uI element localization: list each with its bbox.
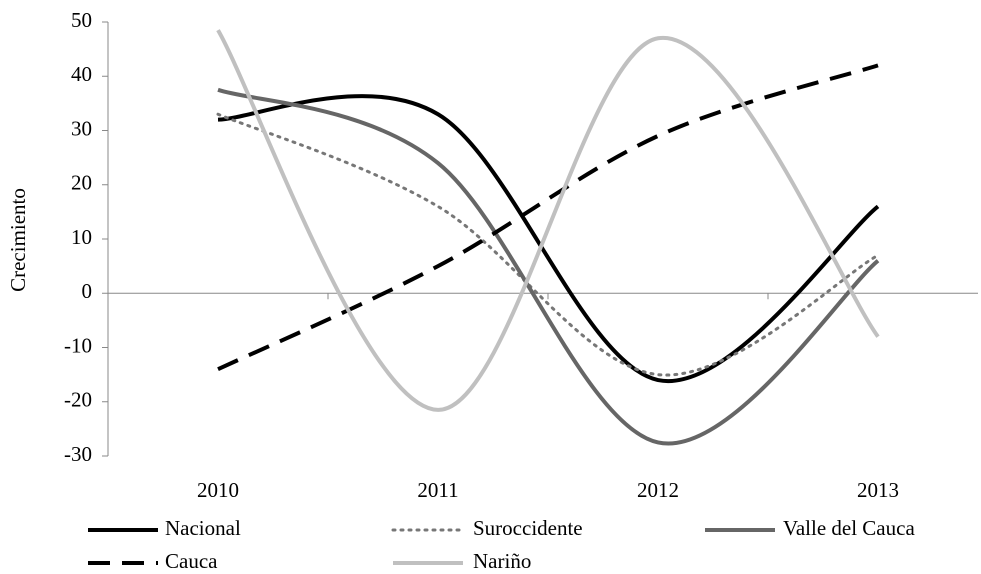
y-axis-label: Crecimiento — [6, 188, 30, 292]
y-tick-label: -20 — [64, 388, 92, 412]
x-tick-label: 2013 — [857, 478, 899, 502]
series-line — [217, 94, 880, 384]
x-tick-label: 2010 — [197, 478, 239, 502]
y-tick-label: 40 — [71, 62, 92, 86]
legend-label: Suroccidente — [473, 516, 583, 540]
y-tick-label: 10 — [71, 225, 92, 249]
legend-label: Cauca — [165, 549, 218, 573]
series-line — [216, 29, 880, 412]
y-tick-label: -30 — [64, 442, 92, 466]
y-tick-label: 30 — [71, 116, 92, 140]
series-line — [217, 87, 880, 446]
y-tick-label: 20 — [71, 171, 92, 195]
legend-label: Valle del Cauca — [783, 516, 915, 540]
y-tick-label: 0 — [82, 279, 93, 303]
series-line — [217, 63, 879, 372]
x-tick-label: 2012 — [637, 478, 679, 502]
series-line — [216, 112, 880, 377]
y-tick-label: 50 — [71, 8, 92, 32]
legend-label: Nacional — [165, 516, 241, 540]
x-tick-label: 2011 — [417, 478, 458, 502]
y-tick-label: -10 — [64, 333, 92, 357]
legend-label: Nariño — [473, 549, 531, 573]
